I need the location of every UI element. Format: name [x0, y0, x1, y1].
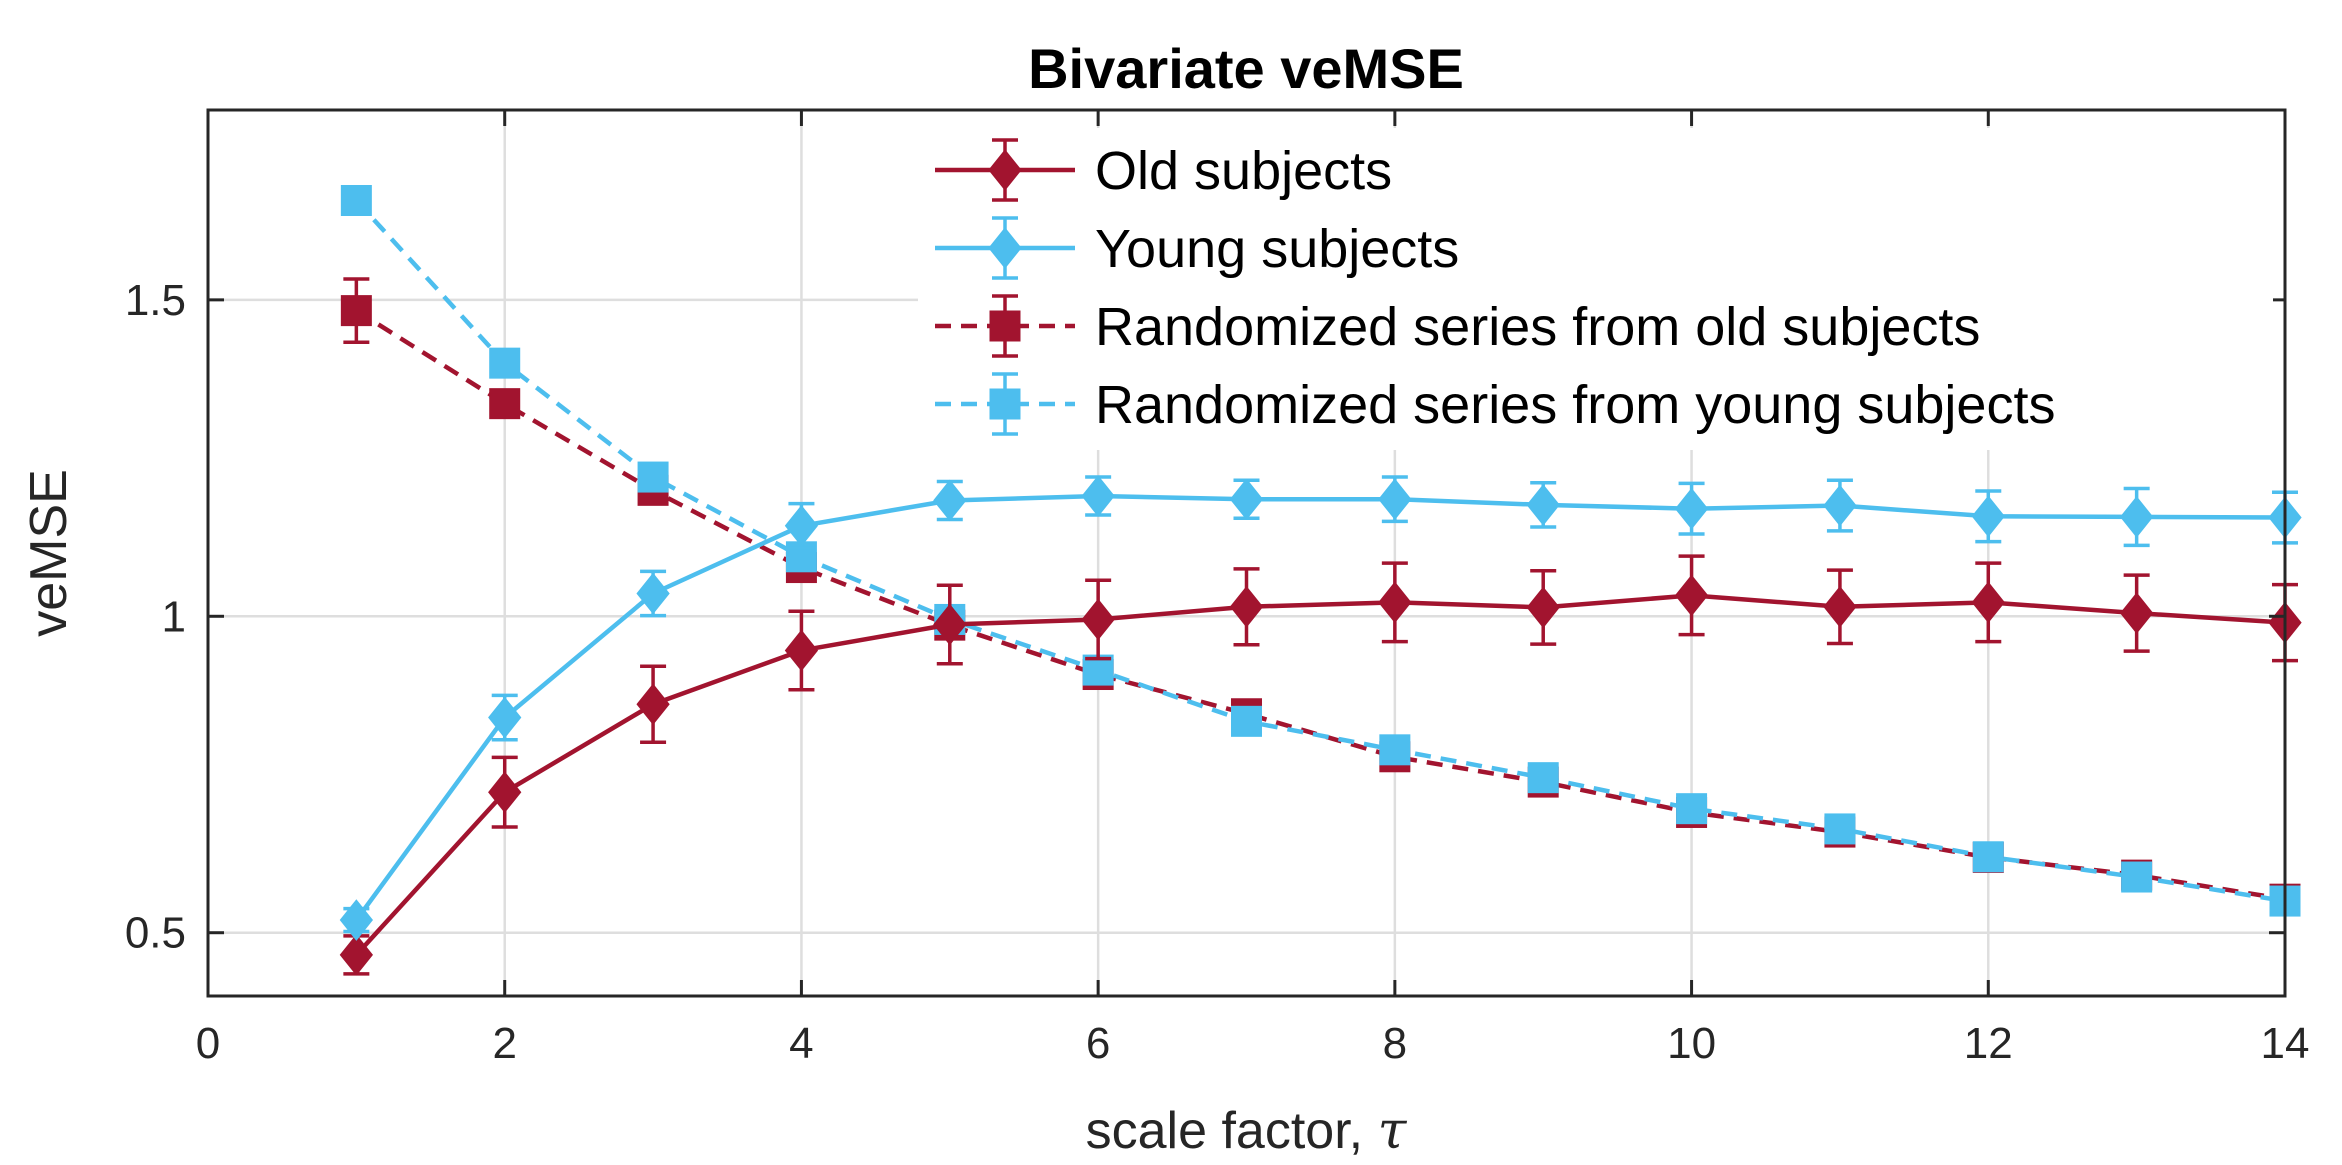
y-axis-label: veMSE	[20, 469, 78, 637]
series-1-point	[1674, 574, 1709, 617]
series-2-line	[354, 493, 2286, 922]
x-axis-label: scale factor, τ	[1086, 1101, 1408, 1161]
legend-entry-2-marker	[988, 227, 1022, 269]
series-2-point	[784, 504, 819, 547]
series-1-point	[784, 629, 819, 672]
series-4-point	[1676, 793, 1708, 825]
legend-entry-2-label: Young subjects	[1095, 219, 1459, 279]
legend-entry-4: Randomized series from young subjects	[935, 372, 2055, 436]
legend-entry-1: Old subjects	[935, 138, 1392, 202]
series-1-point	[1081, 598, 1115, 641]
series-1-point	[2120, 592, 2154, 634]
series-2-point	[1971, 495, 2005, 538]
series-2-point	[1526, 484, 1560, 526]
y-tick-label: 1.5	[125, 276, 186, 325]
series-1-point	[636, 683, 670, 726]
legend-entry-3-label: Randomized series from old subjects	[1095, 297, 1980, 357]
series-2-point	[1823, 484, 1857, 527]
legend-entry-2: Young subjects	[935, 216, 1459, 280]
series-4-point	[1972, 841, 2004, 873]
series-1-line	[354, 593, 2286, 957]
x-tick-label: 14	[2261, 1019, 2310, 1068]
series-2-point	[636, 572, 670, 615]
series-3-line	[355, 308, 2286, 902]
series-3-point	[340, 295, 372, 327]
legend-entry-3-marker	[989, 310, 1021, 342]
series-2-point	[1378, 478, 1412, 521]
x-tick-label: 6	[1086, 1019, 1110, 1068]
series-4-point	[1824, 813, 1856, 845]
legend-entry-4-label: Randomized series from young subjects	[1095, 375, 2055, 435]
series-4-point	[1379, 734, 1411, 766]
legend-entry-1-marker	[988, 149, 1022, 191]
legend-entry-1-label: Old subjects	[1095, 141, 1392, 201]
series-2-point	[2120, 496, 2154, 538]
x-axis-label-symbol: τ	[1378, 1101, 1408, 1161]
series-1-point	[1378, 581, 1412, 624]
series-1-point	[933, 603, 967, 646]
x-tick-label: 12	[1964, 1019, 2013, 1068]
legend: Old subjects Young subjects Randomized ser…	[918, 128, 2273, 450]
ticks: 0 2 4 6 8 10 12 14 0.5 1 1.5	[125, 110, 2310, 1068]
legend-entry-4-marker	[989, 388, 1021, 420]
series-4-point	[1527, 762, 1559, 794]
series-2-point	[1674, 487, 1709, 530]
series-1-point	[1229, 585, 1264, 628]
y-tick-label: 1	[162, 592, 186, 641]
series-layer	[339, 184, 2302, 976]
series-2	[339, 475, 2302, 941]
series-4-line	[354, 198, 2286, 904]
series-1-point	[488, 771, 522, 814]
series-1-point	[339, 934, 373, 976]
plot-frame	[206, 108, 2287, 998]
series-2-point	[339, 899, 373, 941]
series-1-point	[1971, 581, 2005, 624]
x-tick-label: 10	[1667, 1019, 1716, 1068]
series-4-point	[340, 184, 372, 216]
series-4-point	[2121, 861, 2153, 893]
legend-box	[918, 128, 2273, 450]
series-2-point	[1081, 475, 1115, 517]
x-tick-label: 4	[789, 1019, 813, 1068]
legend-entry-3: Randomized series from old subjects	[935, 294, 1980, 358]
x-axis-label-text: scale factor,	[1086, 1102, 1378, 1160]
series-3-point	[489, 388, 521, 420]
series-1-point	[1823, 585, 1857, 628]
series-2-point	[933, 479, 967, 522]
series-4-point	[489, 347, 521, 379]
x-tick-label: 0	[196, 1019, 220, 1068]
x-tick-label: 2	[492, 1019, 516, 1068]
y-tick-label: 0.5	[125, 909, 186, 958]
x-tick-label: 8	[1383, 1019, 1407, 1068]
series-2-point	[488, 696, 522, 739]
series-4-point	[637, 461, 669, 493]
series-4-point	[1231, 705, 1262, 737]
chart-title: Bivariate veMSE	[1028, 37, 1464, 100]
series-2-point	[1229, 478, 1264, 521]
series-1-point	[1526, 586, 1560, 629]
